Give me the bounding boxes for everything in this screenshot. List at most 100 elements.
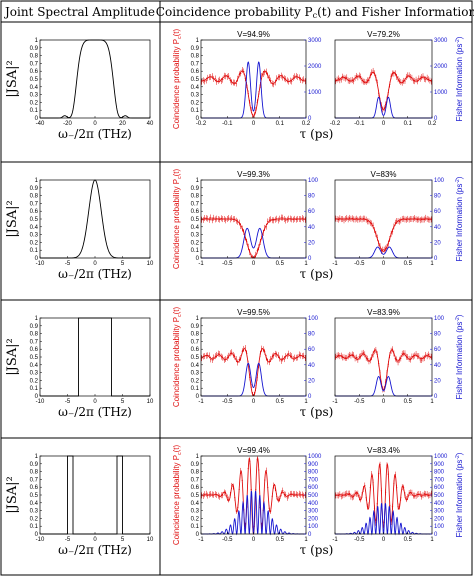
- y-tick-label: 0.8: [191, 194, 200, 200]
- coincidence-data-point: [409, 491, 412, 494]
- coincidence-data-point: [244, 77, 246, 79]
- coincidence-data-point: [201, 357, 203, 359]
- y-tick-label: 0.7: [30, 201, 39, 207]
- coincidence-data-point: [412, 218, 414, 220]
- right-y-tick-label: 600: [308, 485, 319, 491]
- coincidence-data-point: [205, 217, 207, 219]
- y-tick-label: 0.9: [30, 46, 39, 52]
- y-tick-label: 0: [196, 394, 200, 400]
- y-tick-label: 0.1: [30, 108, 39, 114]
- coincidence-data-point: [402, 352, 405, 354]
- coincidence-data-point: [249, 376, 251, 379]
- coincidence-data-point: [289, 217, 291, 220]
- jsa-curve: [40, 39, 150, 119]
- x-tick-label: 0.1: [404, 121, 413, 127]
- coincidence-data-point: [364, 484, 366, 487]
- fisher-information-curve: [201, 362, 306, 397]
- coincidence-data-point: [404, 218, 406, 220]
- coincidence-data-point: [204, 217, 206, 219]
- coincidence-data-point: [208, 354, 210, 357]
- coincidence-data-point: [295, 493, 297, 495]
- coincidence-data-point: [225, 492, 227, 494]
- x-tick-label: -1: [332, 399, 338, 405]
- coincidence-data-point: [368, 504, 370, 506]
- right-y-tick-label: 40: [308, 225, 315, 231]
- coincidence-y-label-tail: (t): [172, 29, 181, 37]
- coincidence-data-point: [216, 494, 218, 496]
- coincidence-data-point: [226, 76, 228, 78]
- coincidence-data-point: [386, 372, 388, 374]
- x-tick-label: 0.5: [276, 261, 285, 267]
- coincidence-data-point: [348, 80, 351, 82]
- coincidence-data-point: [295, 75, 297, 77]
- coincidence-data-point: [404, 80, 406, 82]
- jsa-x-axis-label: ω₋/2π (THz): [58, 127, 132, 141]
- coincidence-data-point: [211, 75, 213, 77]
- coincidence-data-point: [368, 360, 370, 362]
- coincidence-data-point: [237, 361, 239, 364]
- coincidence-data-point: [241, 479, 243, 481]
- coincidence-data-point: [364, 218, 366, 220]
- right-y-tick-label: 800: [308, 470, 319, 476]
- coincidence-data-point: [265, 357, 267, 359]
- coincidence-data-point: [270, 358, 272, 360]
- coincidence-data-point: [295, 219, 297, 221]
- y-tick-label: 0.9: [191, 186, 200, 192]
- coincidence-data-point: [389, 83, 391, 86]
- y-tick-label: 0.4: [30, 501, 39, 507]
- coincidence-data-point: [346, 492, 348, 495]
- coincidence-data-point: [264, 227, 266, 229]
- coincidence-data-point: [270, 510, 272, 512]
- coincidence-data-point: [348, 217, 351, 219]
- coincidence-data-point: [228, 355, 230, 357]
- coincidence-data-point: [398, 359, 401, 361]
- coincidence-data-point: [358, 496, 360, 499]
- coincidence-theory-curve: [334, 71, 433, 111]
- y-tick-label: 0.1: [191, 386, 200, 392]
- x-tick-label: -0.5: [222, 537, 233, 543]
- coincidence-data-point: [213, 217, 215, 219]
- right-y-tick-label: 400: [308, 501, 319, 507]
- coincidence-y-label-sub: c: [177, 314, 183, 317]
- header-right-title-tail: (t) and Fisher Information: [317, 5, 474, 19]
- coincidence-data-point: [274, 487, 276, 489]
- coincidence-data-point: [418, 218, 420, 220]
- coincidence-data-point: [286, 497, 288, 499]
- y-tick-label: 0.2: [191, 378, 200, 384]
- coincidence-data-point: [354, 218, 356, 221]
- coincidence-data-point: [346, 217, 348, 219]
- fisher-y-label-main: Fisher Information (ps: [455, 460, 464, 538]
- jsa-y-axis-label: |JSA|²: [5, 476, 20, 513]
- y-tick-label: 0.2: [30, 516, 39, 522]
- tau-x-axis-label: τ (ps): [300, 267, 334, 281]
- coincidence-data-point: [273, 484, 275, 487]
- y-tick-label: 0.4: [191, 225, 200, 231]
- y-tick-label: 0.1: [191, 248, 200, 254]
- coincidence-data-point: [283, 358, 285, 360]
- x-tick-label: -1: [332, 537, 338, 543]
- y-tick-label: 0.6: [30, 209, 39, 215]
- x-tick-label: 5: [121, 537, 125, 543]
- coincidence-data-point: [386, 246, 388, 248]
- coincidence-data-point: [344, 78, 346, 80]
- coincidence-data-point: [357, 493, 359, 495]
- coincidence-data-point: [372, 481, 374, 483]
- coincidence-data-point: [419, 219, 421, 221]
- coincidence-data-point: [217, 352, 219, 355]
- coincidence-data-point: [400, 497, 402, 499]
- coincidence-data-point: [274, 81, 276, 84]
- coincidence-data-point: [411, 355, 413, 358]
- coincidence-data-point: [339, 493, 341, 495]
- coincidence-data-point: [404, 494, 406, 496]
- coincidence-data-point: [225, 75, 227, 77]
- x-tick-label: -40: [36, 121, 45, 127]
- coincidence-data-point: [246, 352, 248, 354]
- coincidence-data-point: [389, 354, 391, 356]
- coincidence-data-point: [371, 222, 373, 225]
- coincidence-data-point: [346, 357, 348, 359]
- x-tick-label: 0: [93, 537, 97, 543]
- coincidence-data-point: [201, 219, 203, 221]
- x-tick-label: -20: [63, 121, 72, 127]
- y-tick-label: 0.3: [191, 233, 200, 239]
